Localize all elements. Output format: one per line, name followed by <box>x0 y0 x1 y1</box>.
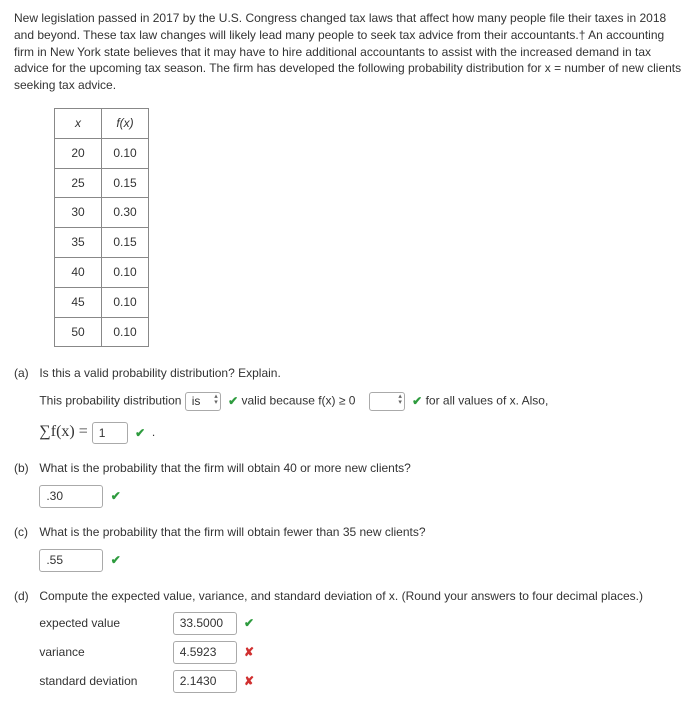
table-cell: 0.15 <box>102 228 149 258</box>
part-a-question: Is this a valid probability distribution… <box>39 366 280 380</box>
part-c-label: (c) <box>14 524 36 541</box>
check-icon: ✔ <box>228 394 238 408</box>
table-cell: 20 <box>55 138 102 168</box>
sum-input[interactable]: 1 <box>92 422 128 445</box>
b-answer-input[interactable]: .30 <box>39 485 103 508</box>
part-a-label: (a) <box>14 365 36 382</box>
col-x: x <box>55 108 102 138</box>
part-b-label: (b) <box>14 460 36 477</box>
part-c-question: What is the probability that the firm wi… <box>39 525 425 539</box>
table-cell: 35 <box>55 228 102 258</box>
table-cell: 25 <box>55 168 102 198</box>
sigma-expr: ∑f(x) = <box>39 423 91 440</box>
cross-icon: ✘ <box>244 645 254 659</box>
intro-text: New legislation passed in 2017 by the U.… <box>14 10 686 94</box>
part-d-label: (d) <box>14 588 36 605</box>
a-text-mid2: for all values of x. Also, <box>426 394 549 408</box>
table-cell: 50 <box>55 317 102 347</box>
table-cell: 40 <box>55 257 102 287</box>
cross-icon: ✘ <box>244 674 254 688</box>
validity-select[interactable]: is▴▾ <box>185 392 221 411</box>
distribution-table: x f(x) 200.10 250.15 300.30 350.15 400.1… <box>54 108 149 347</box>
table-cell: 0.10 <box>102 317 149 347</box>
sd-label: standard deviation <box>39 673 169 690</box>
table-cell: 0.15 <box>102 168 149 198</box>
table-cell: 0.30 <box>102 198 149 228</box>
part-b-question: What is the probability that the firm wi… <box>39 461 411 475</box>
table-cell: 45 <box>55 287 102 317</box>
col-fx: f(x) <box>102 108 149 138</box>
table-cell: 30 <box>55 198 102 228</box>
c-answer-input[interactable]: .55 <box>39 549 103 572</box>
check-icon: ✔ <box>412 394 422 408</box>
var-label: variance <box>39 644 169 661</box>
condition-select[interactable]: ▴▾ <box>369 392 405 411</box>
table-cell: 0.10 <box>102 287 149 317</box>
table-cell: 0.10 <box>102 257 149 287</box>
period: . <box>149 425 156 439</box>
a-text-pre: This probability distribution <box>39 394 184 408</box>
check-icon: ✔ <box>244 616 254 630</box>
part-d-question: Compute the expected value, variance, an… <box>39 589 643 603</box>
check-icon: ✔ <box>135 426 145 440</box>
var-input[interactable]: 4.5923 <box>173 641 237 664</box>
table-cell: 0.10 <box>102 138 149 168</box>
sd-input[interactable]: 2.1430 <box>173 670 237 693</box>
check-icon: ✔ <box>111 553 121 567</box>
a-text-mid1: valid because f(x) ≥ 0 <box>242 394 356 408</box>
ev-label: expected value <box>39 615 169 632</box>
ev-input[interactable]: 33.5000 <box>173 612 237 635</box>
check-icon: ✔ <box>111 489 121 503</box>
